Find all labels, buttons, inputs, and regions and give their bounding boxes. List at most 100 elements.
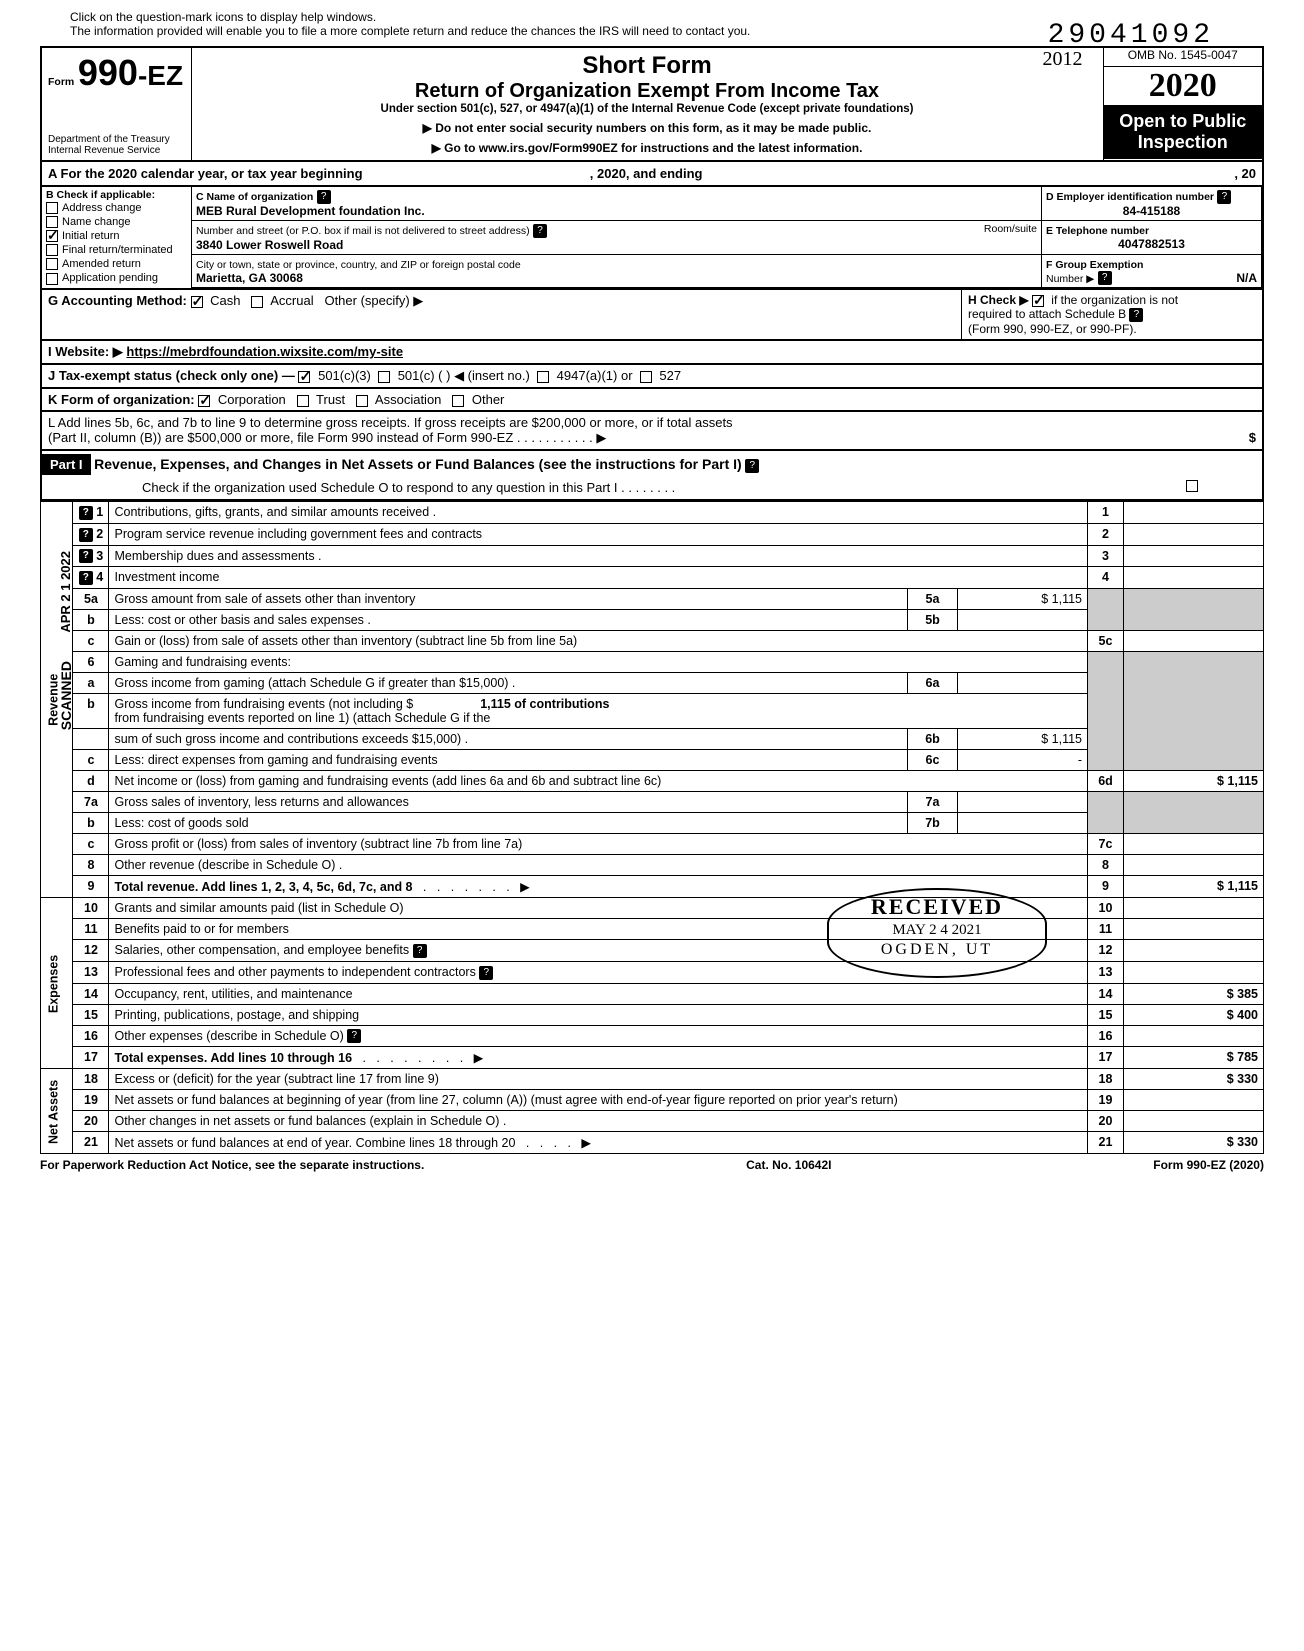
line-7a-label: Gross sales of inventory, less returns a… [114, 795, 408, 809]
line-11-label: Benefits paid to or for members [114, 922, 288, 936]
row-a-mid: , 2020, and ending [590, 166, 703, 181]
line-6b-pre: Gross income from fundraising events (no… [114, 697, 413, 711]
line-20-label: Other changes in net assets or fund bala… [114, 1114, 506, 1128]
line-18-label: Excess or (deficit) for the year (subtra… [114, 1072, 438, 1086]
c-name-value: MEB Rural Development foundation Inc. [196, 204, 425, 218]
l-line2: (Part II, column (B)) are $500,000 or mo… [48, 430, 606, 445]
chk-sched-b[interactable] [1032, 295, 1044, 307]
h-line2: required to attach Schedule B [968, 307, 1126, 321]
k-label: K Form of organization: [48, 392, 195, 407]
line-17-label: Total expenses. Add lines 10 through 16 [114, 1051, 352, 1065]
help-icon[interactable]: ? [533, 224, 547, 238]
dept-treasury: Department of the Treasury [48, 134, 185, 145]
i-website: https://mebrdfoundation.wixsite.com/my-s… [126, 344, 403, 359]
chk-corp[interactable] [198, 395, 210, 407]
f-group-label: F Group Exemption [1046, 259, 1143, 271]
chk-initial-return[interactable] [46, 230, 58, 242]
line-12-label: Salaries, other compensation, and employ… [114, 943, 409, 957]
part1-header-row: Part I Revenue, Expenses, and Changes in… [40, 451, 1264, 501]
lbl-address-change: Address change [62, 202, 142, 214]
side-netassets: Net Assets [41, 1069, 73, 1154]
help-icon[interactable]: ? [745, 459, 759, 473]
chk-part1-schedo[interactable] [1186, 480, 1198, 492]
line-5a-label: Gross amount from sale of assets other t… [114, 592, 415, 606]
help-icon[interactable]: ? [1217, 190, 1231, 204]
tax-year: 2020 [1104, 67, 1263, 105]
line-14-label: Occupancy, rent, utilities, and maintena… [114, 987, 352, 1001]
part1-tab: Part I [42, 454, 91, 475]
line-8-label: Other revenue (describe in Schedule O) . [114, 858, 342, 872]
line-6b-2: from fundraising events reported on line… [114, 711, 490, 725]
footer-left: For Paperwork Reduction Act Notice, see … [40, 1158, 424, 1172]
line-10-label: Grants and similar amounts paid (list in… [114, 901, 403, 915]
l-dollar: $ [1249, 430, 1256, 445]
handwritten-year: 2012 [1043, 48, 1083, 71]
line-15-label: Printing, publications, postage, and shi… [114, 1008, 359, 1022]
l-line1: L Add lines 5b, 6c, and 7b to line 9 to … [48, 415, 1256, 430]
help-icon[interactable]: ? [1129, 308, 1143, 322]
line-6b-val: $ 1,115 [958, 729, 1088, 750]
c-street-value: 3840 Lower Roswell Road [196, 238, 343, 252]
chk-app-pending[interactable] [46, 273, 58, 285]
received-r1: RECEIVED [829, 894, 1045, 920]
d-ein-value: 84-415188 [1046, 204, 1257, 218]
line-6c-val: - [958, 750, 1088, 771]
line-6b-3: sum of such gross income and contributio… [114, 732, 468, 746]
row-g-h: G Accounting Method: Cash Accrual Other … [40, 290, 1264, 341]
under-section: Under section 501(c), 527, or 4947(a)(1)… [198, 103, 1097, 115]
chk-501c3[interactable] [298, 371, 310, 383]
line-6d-label: Net income or (loss) from gaming and fun… [114, 774, 661, 788]
side-revenue: Revenue [41, 502, 73, 898]
h-line1: H Check ▶ [968, 293, 1029, 307]
lbl-other-org: Other [472, 392, 505, 407]
year-prefix: 20 [1149, 67, 1183, 104]
chk-4947[interactable] [537, 371, 549, 383]
row-k: K Form of organization: Corporation Trus… [40, 389, 1264, 412]
row-a: A For the 2020 calendar year, or tax yea… [40, 162, 1264, 187]
line-17-val: $ 785 [1124, 1047, 1264, 1069]
line-5a-val: $ 1,115 [958, 589, 1088, 610]
chk-assoc[interactable] [356, 395, 368, 407]
row-a-prefix: A For the 2020 calendar year, or tax yea… [48, 166, 363, 181]
line-2-label: Program service revenue including govern… [114, 527, 482, 541]
help-icon[interactable]: ? [317, 190, 331, 204]
chk-other-org[interactable] [452, 395, 464, 407]
line-6c-label: Less: direct expenses from gaming and fu… [114, 753, 437, 767]
arrow-line-2: ▶ Go to www.irs.gov/Form990EZ for instru… [198, 141, 1097, 155]
lbl-assoc: Association [375, 392, 441, 407]
lbl-4947: 4947(a)(1) or [557, 368, 633, 383]
row-a-suffix: , 20 [1234, 166, 1256, 181]
line-3-label: Membership dues and assessments . [114, 549, 321, 563]
top-instr-2: The information provided will enable you… [70, 24, 750, 38]
row-i: I Website: ▶ https://mebrdfoundation.wix… [40, 341, 1264, 365]
footer-mid: Cat. No. 10642I [746, 1158, 831, 1172]
main-table: Revenue ? 1 Contributions, gifts, grants… [40, 501, 1264, 1154]
help-icon[interactable]: ? [1098, 271, 1112, 285]
line-1-label: Contributions, gifts, grants, and simila… [114, 505, 436, 519]
line-num: ? 1 [73, 502, 109, 524]
lbl-final-return: Final return/terminated [62, 244, 173, 256]
chk-accrual[interactable] [251, 296, 263, 308]
chk-address-change[interactable] [46, 202, 58, 214]
e-phone-label: E Telephone number [1046, 225, 1149, 237]
h-line3: (Form 990, 990-EZ, or 990-PF). [968, 322, 1137, 336]
chk-501c[interactable] [378, 371, 390, 383]
chk-cash[interactable] [191, 296, 203, 308]
footer-right: Form 990-EZ (2020) [1153, 1158, 1264, 1172]
dept-irs: Internal Revenue Service [48, 145, 185, 156]
chk-trust[interactable] [297, 395, 309, 407]
open-public-2: Inspection [1106, 132, 1261, 153]
open-public-1: Open to Public [1106, 111, 1261, 132]
lbl-trust: Trust [316, 392, 345, 407]
chk-527[interactable] [640, 371, 652, 383]
chk-final-return[interactable] [46, 244, 58, 256]
side-expenses: Expenses [41, 898, 73, 1069]
arrow-line-1: ▶ Do not enter social security numbers o… [198, 121, 1097, 135]
c-city-label: City or town, state or province, country… [196, 259, 521, 271]
lbl-other-method: Other (specify) ▶ [324, 293, 423, 308]
line-16-label: Other expenses (describe in Schedule O) [114, 1029, 343, 1043]
section-b-header: B Check if applicable: [46, 189, 187, 201]
chk-amended[interactable] [46, 258, 58, 270]
info-grid: B Check if applicable: Address change Na… [40, 187, 1264, 290]
line-6-label: Gaming and fundraising events: [114, 655, 291, 669]
